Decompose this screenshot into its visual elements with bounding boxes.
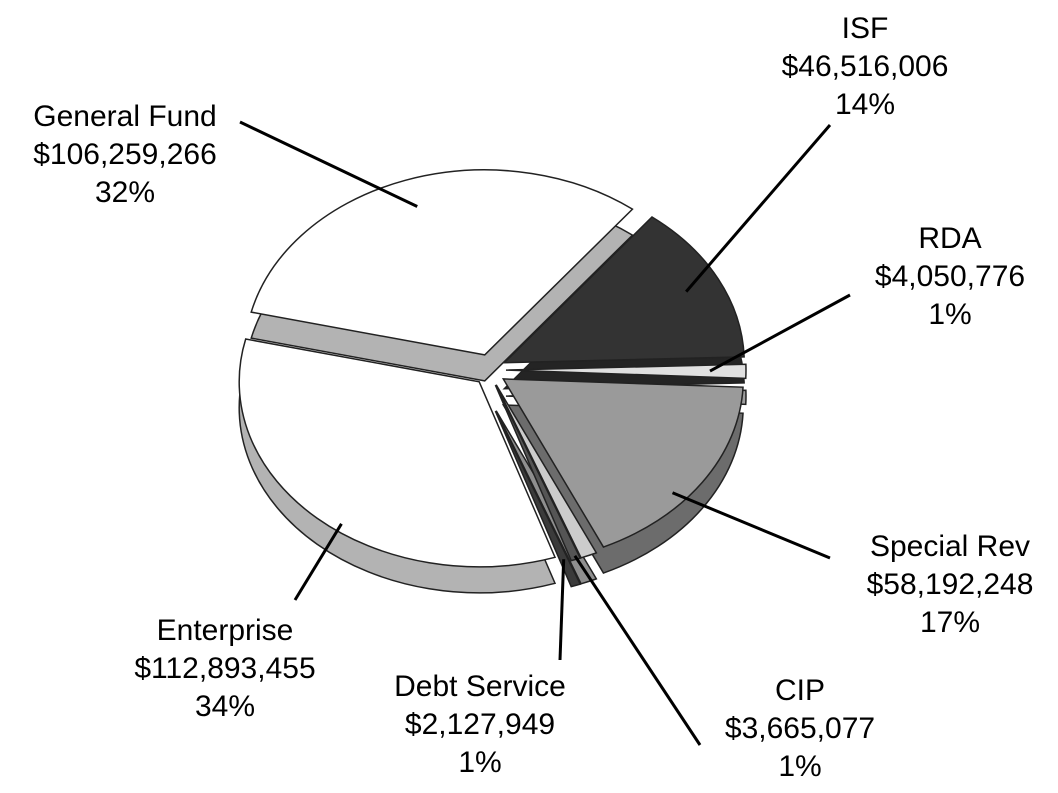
slice-share-label: 17% xyxy=(920,606,980,639)
slice xyxy=(502,216,745,364)
slice-share-label: 14% xyxy=(835,88,895,121)
slice xyxy=(238,338,557,568)
slice-label: Enterprise xyxy=(157,614,294,647)
slice-share-label: 1% xyxy=(458,746,501,779)
slice xyxy=(250,169,634,356)
slice-value-label: $106,259,266 xyxy=(33,138,217,171)
slice-value-label: $3,665,077 xyxy=(725,712,875,745)
slice-label: Debt Service xyxy=(394,670,566,703)
slice-share-label: 32% xyxy=(95,176,155,209)
slice-label: RDA xyxy=(918,222,981,255)
slice-share-label: 1% xyxy=(778,750,821,783)
slice-side xyxy=(494,410,582,588)
leader-line xyxy=(558,559,566,661)
slice-share-label: 34% xyxy=(195,690,255,723)
slice xyxy=(501,378,744,548)
slice-value-label: $2,127,949 xyxy=(405,708,555,741)
slice-label: CIP xyxy=(775,674,825,707)
slice-label: ISF xyxy=(842,12,889,45)
slice-value-label: $112,893,455 xyxy=(134,652,315,685)
slice-value-label: $4,050,776 xyxy=(875,260,1025,293)
leader-line xyxy=(709,293,851,373)
slice-label: Special Rev xyxy=(870,530,1030,563)
slice-value-label: $58,192,248 xyxy=(867,568,1034,601)
slice xyxy=(495,384,598,559)
leader-line xyxy=(239,120,418,208)
leader-line xyxy=(293,523,343,601)
leader-line xyxy=(573,555,702,746)
leader-line xyxy=(671,491,831,560)
slice-value-label: $46,516,006 xyxy=(782,50,949,83)
slice-label: General Fund xyxy=(33,100,216,133)
leader-line xyxy=(685,124,832,293)
slice xyxy=(505,363,747,380)
slice-share-label: 1% xyxy=(928,298,971,331)
